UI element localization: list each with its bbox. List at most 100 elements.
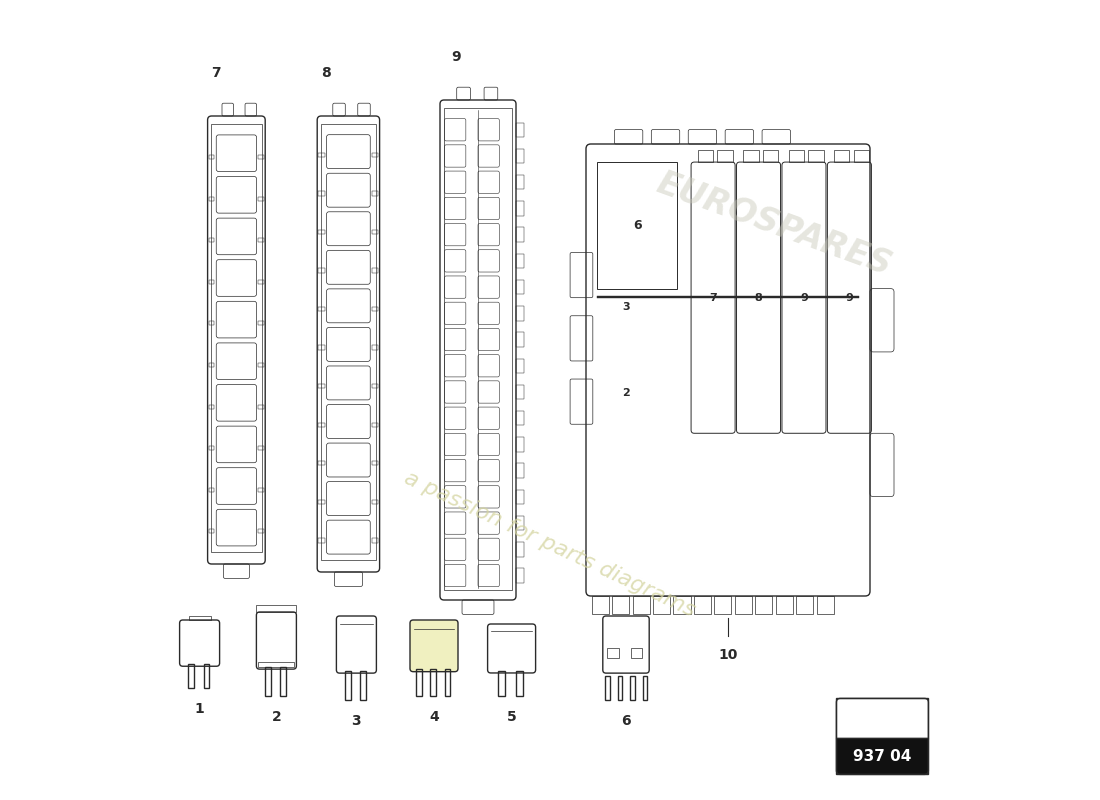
Text: 5: 5 — [507, 710, 517, 725]
Bar — [209, 530, 214, 534]
Bar — [318, 268, 324, 273]
Text: 2: 2 — [272, 710, 282, 725]
Bar — [607, 648, 619, 658]
Bar — [345, 670, 351, 700]
Bar — [516, 516, 524, 530]
Text: 9: 9 — [800, 293, 807, 302]
Text: 6: 6 — [621, 714, 630, 728]
Bar — [516, 202, 524, 216]
Bar — [516, 306, 524, 321]
Bar — [430, 670, 436, 696]
Bar — [808, 150, 824, 162]
Bar — [204, 664, 209, 688]
Bar — [372, 499, 378, 504]
Bar — [258, 662, 295, 667]
Bar — [318, 499, 324, 504]
Bar — [630, 648, 642, 658]
Bar — [597, 296, 859, 298]
Bar — [605, 677, 609, 700]
Bar — [612, 596, 629, 614]
Bar — [516, 358, 524, 373]
Text: a passion for parts diagrams: a passion for parts diagrams — [402, 467, 698, 621]
Bar — [516, 568, 524, 582]
Bar — [318, 384, 324, 388]
Bar — [763, 150, 779, 162]
Text: 1: 1 — [195, 702, 205, 717]
Bar — [717, 150, 733, 162]
Bar — [318, 538, 324, 542]
FancyBboxPatch shape — [410, 620, 458, 672]
Bar — [318, 191, 324, 196]
Bar — [372, 268, 378, 273]
Bar — [776, 596, 793, 614]
Bar — [318, 422, 324, 427]
Bar — [188, 664, 194, 688]
Bar — [258, 363, 264, 367]
Bar — [211, 124, 262, 552]
Bar — [516, 149, 524, 163]
Bar — [630, 677, 635, 700]
Bar — [318, 230, 324, 234]
Bar — [744, 150, 759, 162]
Text: 6: 6 — [632, 219, 641, 232]
Bar — [516, 463, 524, 478]
Bar — [444, 670, 450, 696]
Bar — [653, 596, 670, 614]
Text: 10: 10 — [718, 648, 738, 662]
Bar — [188, 616, 210, 620]
Bar — [209, 280, 214, 284]
Bar — [372, 346, 378, 350]
Bar — [318, 461, 324, 466]
Bar — [597, 162, 676, 289]
Bar — [789, 150, 804, 162]
Bar — [498, 670, 505, 696]
Bar — [258, 405, 264, 409]
Bar — [516, 490, 524, 504]
Text: 7: 7 — [710, 293, 717, 302]
Text: 8: 8 — [755, 293, 762, 302]
Bar — [443, 108, 513, 590]
Text: 3: 3 — [352, 714, 361, 728]
Bar — [258, 446, 264, 450]
Bar — [697, 150, 713, 162]
Bar — [209, 238, 214, 242]
Bar — [516, 438, 524, 452]
Bar — [516, 280, 524, 294]
Bar — [372, 153, 378, 157]
Bar — [209, 363, 214, 367]
Bar — [836, 738, 928, 774]
Bar — [258, 238, 264, 242]
Bar — [321, 124, 376, 560]
Bar — [516, 542, 524, 557]
Bar — [372, 191, 378, 196]
Bar — [209, 155, 214, 159]
Bar — [209, 488, 214, 492]
Bar — [209, 197, 214, 201]
Bar — [361, 670, 366, 700]
Text: 937 04: 937 04 — [854, 749, 912, 764]
Bar — [372, 538, 378, 542]
Bar — [642, 677, 647, 700]
Text: 7: 7 — [211, 66, 221, 80]
Bar — [258, 488, 264, 492]
Bar — [258, 197, 264, 201]
Bar — [318, 307, 324, 311]
Bar — [318, 153, 324, 157]
Bar — [516, 411, 524, 426]
Bar — [416, 670, 421, 696]
Bar — [258, 530, 264, 534]
Text: 2: 2 — [621, 388, 629, 398]
Bar — [209, 405, 214, 409]
Bar — [258, 322, 264, 326]
Bar — [372, 307, 378, 311]
Bar — [694, 596, 711, 614]
Bar — [516, 670, 524, 696]
Bar — [796, 596, 813, 614]
Text: 9: 9 — [846, 293, 854, 302]
Bar — [834, 150, 849, 162]
Bar — [318, 346, 324, 350]
Bar — [280, 666, 286, 696]
Bar — [256, 606, 296, 612]
Bar — [516, 175, 524, 190]
Bar — [756, 596, 772, 614]
